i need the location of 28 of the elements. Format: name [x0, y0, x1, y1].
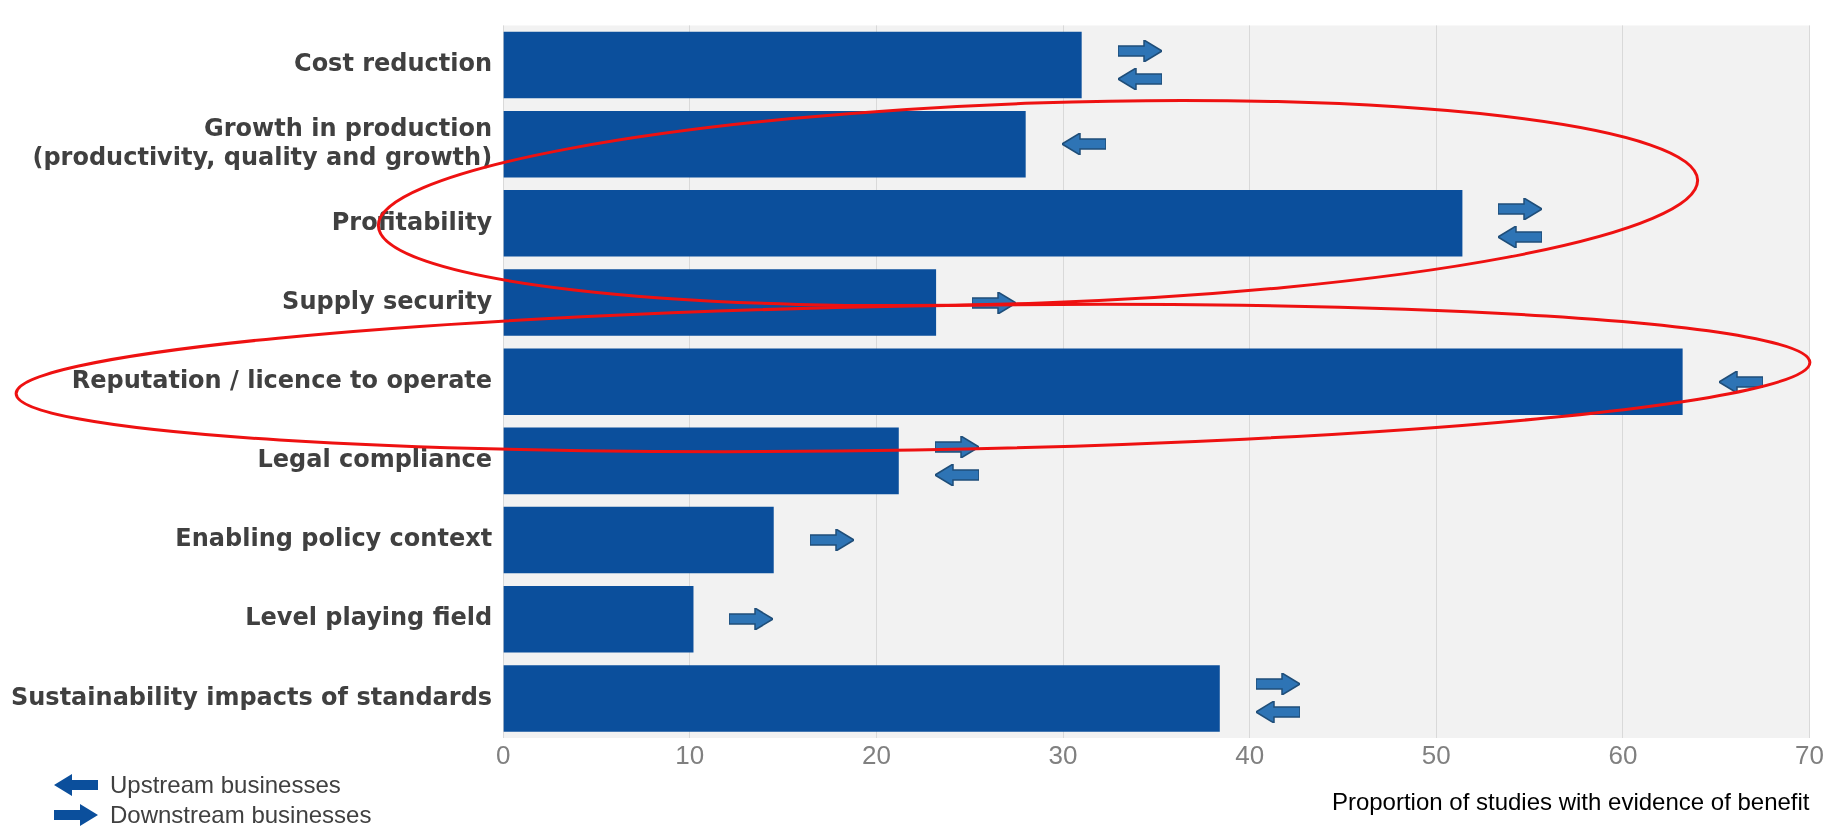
bar [503, 585, 694, 653]
x-tick-label: 40 [1235, 739, 1265, 770]
x-tick-label: 0 [495, 739, 511, 770]
y-tick-label: Growth in production (productivity, quality and growth) [32, 114, 493, 171]
x-tick-label: 30 [1048, 739, 1078, 770]
x-tick-label: 10 [675, 739, 705, 770]
bar [503, 348, 1683, 415]
bar [503, 31, 1082, 99]
y-tick-label: Level playing field [245, 603, 493, 632]
bar [503, 506, 774, 574]
y-tick-label: Enabling policy context [175, 524, 493, 553]
bar [503, 190, 1463, 257]
x-axis-title: Proportion of studies with evidence of benefit [1331, 788, 1810, 816]
y-tick-label: Reputation / licence to operate [71, 365, 493, 394]
y-tick-label: Cost reduction [294, 49, 493, 78]
text: Upstream businesses [110, 770, 341, 800]
y-tick-label: Legal compliance [257, 445, 493, 474]
bar [503, 110, 1026, 178]
x-tick-label: 20 [861, 739, 891, 770]
bar [503, 427, 899, 495]
x-tick-label: 50 [1421, 739, 1451, 770]
y-tick-label: Supply security [282, 286, 493, 315]
y-tick-label: Sustainability impacts of standards [10, 682, 493, 711]
bar [503, 665, 1220, 732]
text: Downstream businesses [110, 800, 372, 830]
x-tick-label: 60 [1608, 739, 1638, 770]
bar [503, 269, 937, 336]
x-tick-label: 70 [1795, 739, 1824, 770]
